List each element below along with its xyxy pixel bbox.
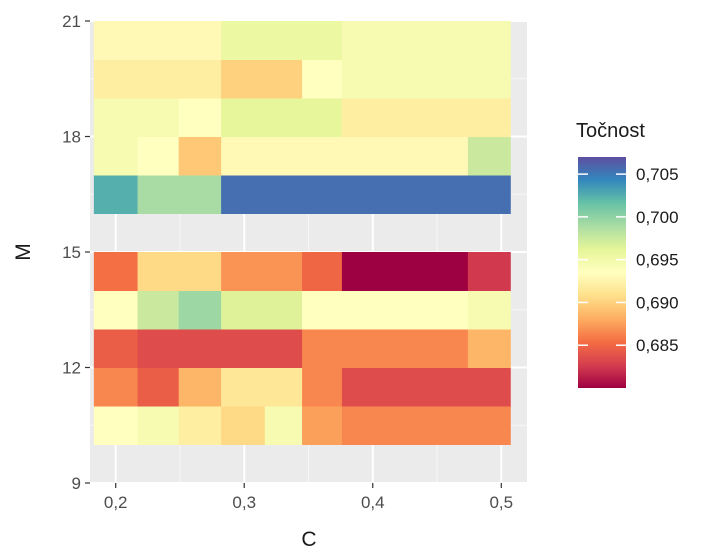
heatmap-cell xyxy=(93,329,139,368)
heatmap-cell xyxy=(178,290,222,330)
heatmap-cell xyxy=(341,367,511,407)
heatmap-cell xyxy=(178,98,222,137)
heatmap-cell xyxy=(137,252,222,291)
y-tick-label: 18 xyxy=(62,128,81,147)
heatmap-cell xyxy=(93,136,139,176)
heatmap-cell xyxy=(137,136,180,176)
heatmap-cell xyxy=(93,21,222,60)
heatmap-cell xyxy=(93,98,180,137)
heatmap-cell xyxy=(221,367,303,407)
heatmap-cell xyxy=(137,406,180,445)
heatmap-cell xyxy=(341,252,469,291)
heatmap-cell xyxy=(178,406,200,445)
heatmap-cell xyxy=(137,290,180,330)
heatmap-cell xyxy=(93,252,139,291)
heatmap-cell xyxy=(302,367,343,407)
heatmap-cell xyxy=(137,329,303,368)
heatmap-cell xyxy=(199,406,222,445)
heatmap-cell xyxy=(221,252,303,291)
axes: 0,2 0,3 0,4 0,5 9 12 15 18 21 xyxy=(62,12,513,512)
heatmap-cell xyxy=(93,406,139,445)
x-axis-title: C xyxy=(301,528,316,551)
y-tick-label: 21 xyxy=(62,12,81,31)
heatmap-cell xyxy=(467,329,511,368)
heatmap-cell xyxy=(302,290,469,330)
heatmap-cell xyxy=(221,98,343,137)
heatmap-cell xyxy=(467,136,511,176)
y-axis-title: M xyxy=(12,243,35,261)
heatmap-cell xyxy=(467,252,511,291)
heatmap-cell xyxy=(341,98,511,137)
heatmap-cell xyxy=(93,59,222,99)
legend-tick-label: 0,705 xyxy=(636,165,679,184)
heatmap-cell xyxy=(302,59,343,99)
x-tick-label: 0,2 xyxy=(104,493,128,512)
heatmap-cell xyxy=(341,59,511,99)
heatmap-cells xyxy=(93,21,511,445)
heatmap-cell xyxy=(93,175,139,214)
heatmap-cell xyxy=(93,367,139,407)
x-tick-label: 0,3 xyxy=(232,493,256,512)
x-tick-label: 0,5 xyxy=(489,493,513,512)
legend-tick-label: 0,700 xyxy=(636,208,679,227)
legend-tick-label: 0,685 xyxy=(636,336,679,355)
heatmap-cell xyxy=(221,290,303,330)
heatmap-cell xyxy=(137,367,180,407)
x-tick-label: 0,4 xyxy=(361,493,385,512)
heatmap-cell xyxy=(221,59,303,99)
heatmap-cell xyxy=(221,21,343,60)
y-tick-label: 15 xyxy=(62,243,81,262)
heatmap-cell xyxy=(221,175,511,214)
heatmap-cell xyxy=(341,406,511,445)
color-legend: Točnost 0,705 0,700 0,695 0,690 0,685 xyxy=(576,120,679,388)
heatmap-cell xyxy=(302,406,343,445)
heatmap-cell xyxy=(178,136,222,176)
heatmap-cell xyxy=(221,136,469,176)
heatmap-cell xyxy=(302,252,343,291)
y-tick-label: 12 xyxy=(62,359,81,378)
heatmap-cell xyxy=(467,290,511,330)
legend-colorbar xyxy=(578,157,626,388)
heatmap-cell xyxy=(93,290,139,330)
heatmap-cell xyxy=(221,406,266,445)
heatmap-cell xyxy=(341,21,511,60)
heatmap-cell xyxy=(302,329,469,368)
y-tick-label: 9 xyxy=(72,474,81,493)
legend-tick-label: 0,695 xyxy=(636,251,679,270)
legend-title: Točnost xyxy=(576,120,645,142)
heatmap-cell xyxy=(178,367,222,407)
heatmap-cell xyxy=(137,175,222,214)
legend-tick-label: 0,690 xyxy=(636,293,679,312)
heatmap-cell xyxy=(264,406,303,445)
